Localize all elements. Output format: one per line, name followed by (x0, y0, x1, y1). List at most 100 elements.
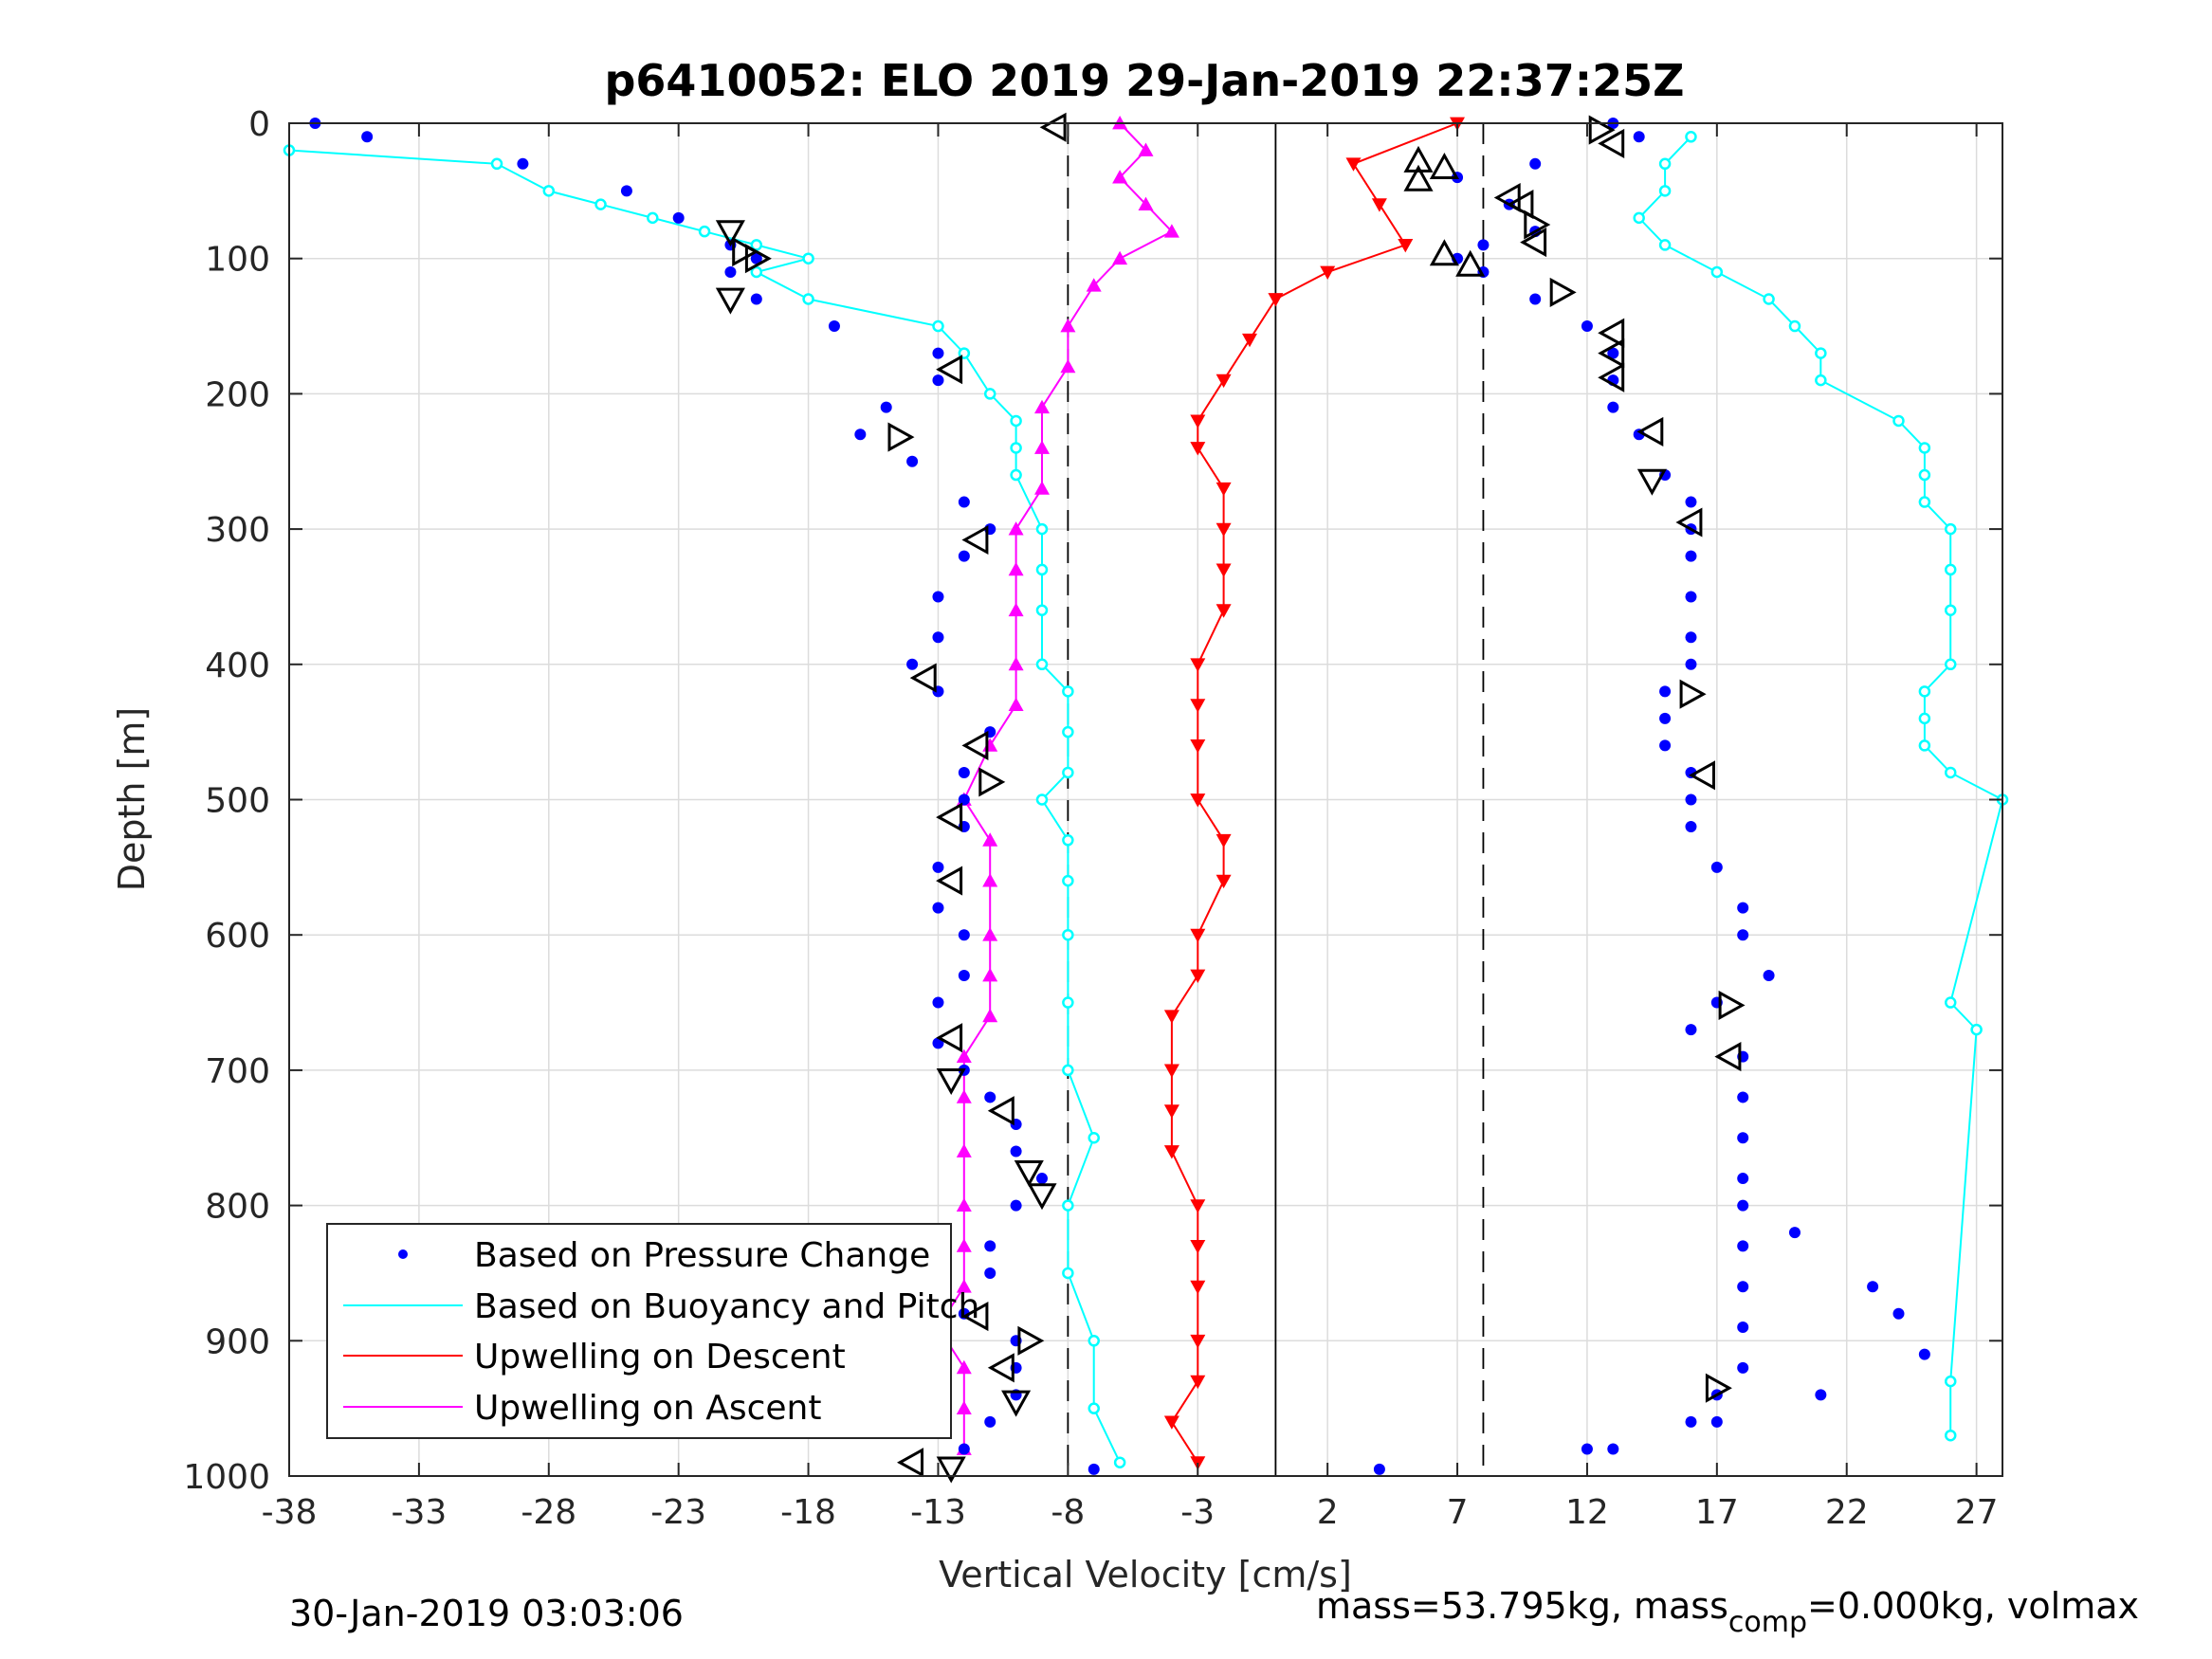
data-point (542, 185, 556, 197)
y-tick-label: 600 (205, 917, 270, 956)
turn-marker-right (732, 237, 759, 267)
turn-marker-right (1705, 1373, 1732, 1403)
data-point (1034, 399, 1050, 414)
data-point (1944, 1429, 1957, 1442)
series-line (937, 122, 1174, 1449)
data-point (982, 968, 998, 982)
data-point (1138, 196, 1154, 210)
data-point (958, 550, 970, 562)
x-tick-label: -38 (262, 1493, 318, 1532)
turn-marker-left (1689, 760, 1715, 791)
turn-marker-left (936, 355, 963, 385)
data-point (1918, 739, 1931, 752)
data-point (1685, 821, 1697, 833)
data-point (956, 1089, 972, 1103)
data-point (1970, 1023, 1983, 1036)
turn-marker-up (1403, 145, 1434, 173)
data-point (1867, 1281, 1879, 1293)
data-point (1035, 658, 1049, 671)
turn-marker-left (1507, 190, 1534, 220)
data-point (932, 861, 944, 873)
data-point (1477, 239, 1490, 251)
data-point (750, 239, 763, 251)
data-point (932, 591, 944, 603)
data-point (1918, 468, 1931, 482)
data-point (1062, 685, 1074, 698)
data-point (1788, 1227, 1801, 1239)
data-point (956, 1048, 972, 1063)
data-point (1581, 320, 1593, 333)
x-tick-label: 2 (1317, 1493, 1339, 1532)
y-tick-label: 1000 (183, 1458, 270, 1497)
data-point (1581, 1443, 1593, 1455)
data-point (1190, 739, 1206, 754)
data-point (1190, 1280, 1206, 1295)
turn-marker-down (1014, 1160, 1044, 1187)
data-point (1216, 604, 1232, 618)
data-point (1607, 347, 1619, 359)
data-point (1216, 833, 1232, 848)
data-point (1788, 319, 1801, 333)
x-tick-label: -3 (1180, 1493, 1215, 1532)
data-point (1944, 563, 1957, 576)
data-point (1088, 1402, 1100, 1414)
data-point (672, 211, 685, 224)
data-point (1737, 1322, 1749, 1334)
data-point (958, 496, 970, 508)
data-point (1008, 697, 1024, 711)
data-point (1737, 1132, 1749, 1144)
data-point (1062, 1199, 1074, 1212)
legend-label-ascent: Upwelling on Ascent (474, 1389, 821, 1428)
data-point (932, 996, 944, 1009)
data-point (1685, 658, 1697, 670)
data-point (1633, 131, 1645, 143)
data-point (1062, 766, 1074, 779)
data-point (1710, 861, 1723, 873)
data-point (956, 1279, 972, 1293)
data-point (1398, 239, 1414, 253)
data-point (1892, 1307, 1905, 1320)
turn-marker-left (1598, 318, 1625, 348)
legend-label-descent: Upwelling on Descent (474, 1338, 846, 1376)
data-point (620, 185, 632, 197)
data-point (1737, 1240, 1749, 1252)
data-point (983, 388, 996, 400)
turn-marker-down (715, 220, 745, 247)
turn-marker-right (887, 422, 915, 452)
data-point (1373, 1463, 1385, 1475)
data-point (982, 873, 998, 887)
data-point (1658, 157, 1672, 171)
data-point (1008, 602, 1024, 617)
turn-marker-right (1718, 990, 1746, 1020)
x-axis-label: Vertical Velocity [cm/s] (939, 1554, 1352, 1595)
data-point (1737, 1199, 1749, 1212)
data-point (1918, 1348, 1930, 1360)
data-point (932, 319, 944, 333)
y-tick-label: 100 (205, 241, 270, 280)
data-point (1944, 658, 1957, 671)
data-point (1268, 293, 1284, 307)
data-point (1216, 874, 1232, 889)
data-point (1163, 1010, 1179, 1024)
turn-marker-left (1675, 507, 1703, 538)
turn-marker-left (961, 524, 989, 556)
data-point (956, 1238, 972, 1252)
data-point (1190, 1240, 1206, 1254)
turn-marker-left (909, 663, 937, 693)
y-tick-label: 700 (205, 1052, 270, 1091)
data-point (1345, 157, 1362, 172)
turn-marker-left (1598, 362, 1625, 392)
turn-marker-right (1524, 210, 1551, 240)
x-tick-label: 12 (1565, 1493, 1609, 1532)
legend-label-pressure: Based on Pressure Change (474, 1236, 930, 1275)
turn-marker-up (1429, 239, 1459, 266)
turn-marker-right (744, 244, 772, 274)
data-point (1944, 1375, 1957, 1388)
x-tick-label: 22 (1825, 1493, 1869, 1532)
y-tick-label: 500 (205, 782, 270, 821)
data-point (1035, 1173, 1048, 1185)
turn-marker-left (1598, 128, 1625, 158)
data-point (1815, 347, 1827, 359)
turn-marker-left (936, 802, 963, 832)
data-point (958, 793, 970, 806)
